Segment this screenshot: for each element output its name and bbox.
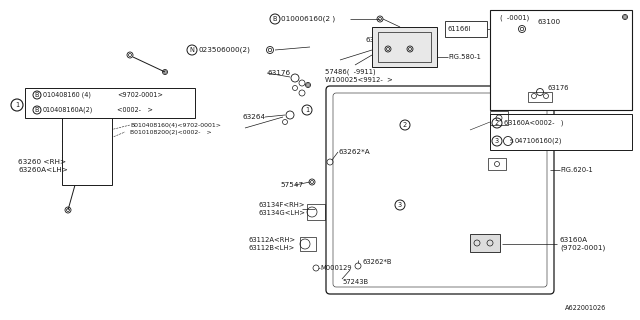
Text: 010006160(2 ): 010006160(2 ) xyxy=(281,16,335,22)
Bar xyxy=(445,21,487,37)
Text: (9702-0001): (9702-0001) xyxy=(560,245,605,251)
Text: 61166I: 61166I xyxy=(447,26,470,32)
Text: 63262*B: 63262*B xyxy=(362,259,392,265)
Text: S: S xyxy=(510,139,514,143)
Text: 010408160A(2): 010408160A(2) xyxy=(43,107,93,113)
Text: B010108200(2)<0002-   >: B010108200(2)<0002- > xyxy=(130,130,212,134)
Text: 63112A<RH>: 63112A<RH> xyxy=(248,237,295,243)
Text: <9702-0001>: <9702-0001> xyxy=(117,92,163,98)
Bar xyxy=(490,114,632,150)
Text: 1: 1 xyxy=(305,107,309,113)
Text: B: B xyxy=(35,107,39,113)
Text: B: B xyxy=(35,92,39,98)
Text: 63100: 63100 xyxy=(538,19,561,25)
Bar xyxy=(372,27,437,67)
Text: N: N xyxy=(189,47,195,53)
Bar xyxy=(490,10,632,110)
Text: B: B xyxy=(273,16,277,22)
Text: 63112B<LH>: 63112B<LH> xyxy=(248,245,294,251)
Text: 57547: 57547 xyxy=(280,182,303,188)
Text: 047106160(2): 047106160(2) xyxy=(515,138,563,144)
Bar xyxy=(300,237,316,251)
Text: 2: 2 xyxy=(495,120,499,126)
Text: B010408160(4)<9702-0001>: B010408160(4)<9702-0001> xyxy=(130,123,221,127)
Text: <0002-   >: <0002- > xyxy=(117,107,153,113)
Text: 63176: 63176 xyxy=(267,70,290,76)
Text: 63160A: 63160A xyxy=(560,237,588,243)
Text: 63134G<LH>: 63134G<LH> xyxy=(258,210,305,216)
Text: 2: 2 xyxy=(403,122,407,128)
Text: 57243B: 57243B xyxy=(342,279,368,285)
Text: 023506000(2): 023506000(2) xyxy=(198,47,250,53)
Text: (  -0001): ( -0001) xyxy=(500,15,529,21)
Text: 63176: 63176 xyxy=(548,85,570,91)
Text: 63134F<RH>: 63134F<RH> xyxy=(258,202,305,208)
Text: 57486(  -9911): 57486( -9911) xyxy=(325,69,376,75)
Bar xyxy=(488,158,506,170)
Text: 63262*A: 63262*A xyxy=(338,149,370,155)
Text: 010408160 (4): 010408160 (4) xyxy=(43,92,91,98)
Text: 63264: 63264 xyxy=(242,114,265,120)
Text: W100025<9912-  >: W100025<9912- > xyxy=(325,77,393,83)
Text: 3: 3 xyxy=(398,202,402,208)
Text: 3: 3 xyxy=(495,138,499,144)
Text: A622001026: A622001026 xyxy=(565,305,606,311)
Bar xyxy=(378,32,431,62)
Bar xyxy=(470,234,500,252)
FancyBboxPatch shape xyxy=(326,86,554,294)
Text: 63260 <RH>: 63260 <RH> xyxy=(18,159,66,165)
Text: 1: 1 xyxy=(15,102,19,108)
Bar xyxy=(528,92,552,102)
Bar xyxy=(25,88,195,118)
Text: FIG.580-1: FIG.580-1 xyxy=(448,54,481,60)
Bar xyxy=(307,204,325,220)
Bar xyxy=(490,111,508,125)
Text: FIG.620-1: FIG.620-1 xyxy=(560,167,593,173)
Text: 63160A<0002-   ): 63160A<0002- ) xyxy=(504,120,563,126)
Text: M000129: M000129 xyxy=(320,265,351,271)
Text: 63260A<LH>: 63260A<LH> xyxy=(18,167,68,173)
Text: 63160: 63160 xyxy=(365,37,388,43)
Bar xyxy=(62,95,112,185)
